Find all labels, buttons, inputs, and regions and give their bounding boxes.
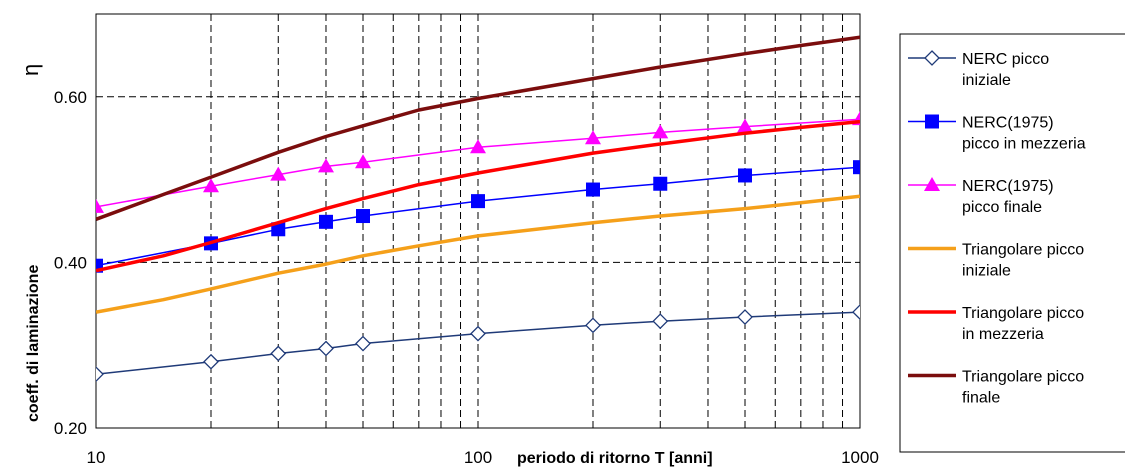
y-tick-label: 0.40	[54, 253, 87, 272]
data-point	[355, 335, 371, 352]
data-point	[737, 118, 754, 133]
series-line	[96, 119, 860, 273]
data-point	[355, 154, 372, 169]
y-axis-symbol: η	[18, 64, 43, 76]
data-point	[270, 345, 287, 362]
legend-label: picco finale	[962, 199, 1042, 216]
data-point	[270, 166, 287, 181]
data-point	[585, 182, 600, 197]
y-tick-label: 0.60	[54, 88, 87, 107]
data-point	[471, 194, 485, 209]
legend-label: iniziale	[962, 263, 1011, 280]
legend-label: Triangolare picco	[962, 369, 1084, 386]
data-point	[653, 176, 668, 191]
data-point	[924, 50, 940, 66]
tick-labels: 10 100 1000 0.20 0.40 0.60	[54, 88, 879, 467]
series-line	[96, 35, 860, 221]
series-4	[96, 194, 860, 314]
data-point	[470, 325, 486, 342]
legend: NERC picco iniziale NERC(1975) picco in mez…	[899, 33, 1125, 453]
series-line	[96, 118, 860, 208]
legend-label: NERC picco	[962, 51, 1049, 68]
data-point	[96, 366, 104, 383]
y-axis-title: coeff. di laminazione	[25, 265, 42, 422]
data-point	[925, 114, 939, 129]
data-point	[738, 168, 753, 183]
x-tick-label: 100	[464, 448, 492, 467]
series-1	[96, 304, 860, 383]
series-line	[96, 166, 860, 267]
data-point	[356, 209, 371, 224]
data-point	[737, 309, 753, 325]
legend-label: NERC(1975)	[962, 115, 1054, 132]
data-point	[96, 258, 103, 273]
legend-label: NERC(1975)	[962, 178, 1054, 195]
x-tick-label: 10	[87, 448, 106, 467]
x-tick-label: 1000	[841, 448, 879, 467]
legend-label: picco in mezzeria	[962, 136, 1086, 153]
legend-entry: NERC(1975) picco in mezzeria	[908, 114, 1086, 153]
plot-frame	[95, 13, 861, 429]
data-point	[203, 353, 219, 370]
legend-entry: Triangolare picco finale	[908, 369, 1084, 407]
legend-label: finale	[962, 390, 1000, 407]
legend-label: in mezzeria	[962, 326, 1044, 343]
legend-label: Triangolare picco	[962, 242, 1084, 259]
grid	[96, 14, 860, 428]
series-line	[96, 194, 860, 314]
legend-entry: Triangolare picco iniziale	[908, 242, 1084, 280]
legend-entry: NERC picco iniziale	[908, 50, 1049, 89]
legend-box	[899, 33, 1125, 453]
y-tick-label: 0.20	[54, 419, 87, 438]
series-3	[96, 111, 860, 213]
data-point	[853, 160, 860, 175]
data-point	[318, 340, 334, 357]
data-point	[652, 313, 669, 330]
data-point	[652, 124, 669, 139]
legend-entry: Triangolare picco in mezzeria	[908, 305, 1084, 343]
series-2	[96, 160, 860, 273]
series-6	[96, 35, 860, 221]
data-point	[852, 304, 860, 320]
legend-label: iniziale	[962, 72, 1011, 89]
data-point	[585, 317, 601, 334]
series-line	[96, 311, 860, 375]
data-point	[271, 222, 286, 237]
data-point	[470, 139, 486, 154]
data-point	[584, 130, 601, 145]
data-point	[96, 198, 104, 213]
legend-entry: NERC(1975) picco finale	[908, 177, 1054, 216]
legend-label: Triangolare picco	[962, 305, 1084, 322]
series-layer	[96, 35, 860, 383]
data-point	[202, 178, 219, 193]
data-point	[924, 177, 940, 191]
series-5	[96, 119, 860, 273]
x-axis-title: periodo di ritorno T [anni]	[517, 450, 713, 467]
data-point	[318, 214, 333, 229]
data-point	[317, 158, 334, 173]
